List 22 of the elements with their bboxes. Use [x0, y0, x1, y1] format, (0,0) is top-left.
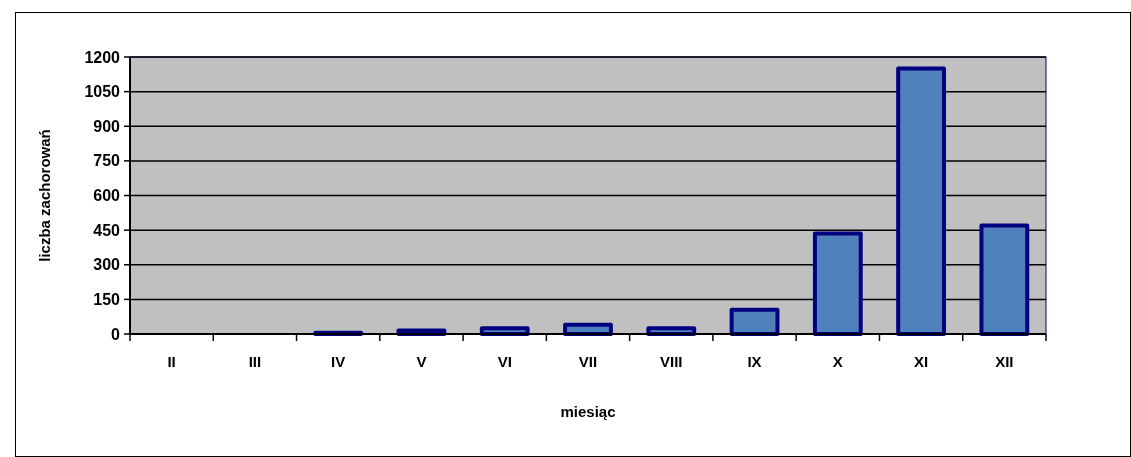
y-tick-label: 450 [93, 221, 121, 239]
y-tick-label: 1050 [84, 83, 121, 101]
y-tick-label: 300 [93, 256, 121, 274]
x-axis-title: miesiąc [560, 403, 616, 420]
x-tick-label: XI [914, 353, 929, 370]
x-tick-label: V [416, 353, 427, 370]
x-tick-label: VI [497, 353, 512, 370]
y-tick-label: 750 [93, 152, 121, 170]
x-tick-label: III [248, 353, 262, 370]
y-tick-label: 900 [93, 117, 121, 135]
y-tick-label: 0 [111, 325, 121, 343]
y-tick-label: 150 [93, 290, 121, 308]
x-tick-label: XII [995, 353, 1014, 370]
y-axis-title: liczba zachorowań [36, 129, 53, 262]
x-tick-label: VIII [660, 353, 683, 370]
x-tick-label: X [832, 353, 843, 370]
y-tick-label: 1200 [84, 48, 121, 66]
y-tick-label: 600 [93, 187, 121, 205]
x-tick-label: VII [578, 353, 598, 370]
x-tick-label: IX [747, 353, 762, 370]
x-tick-label: IV [331, 353, 346, 370]
x-tick-label: II [167, 353, 176, 370]
